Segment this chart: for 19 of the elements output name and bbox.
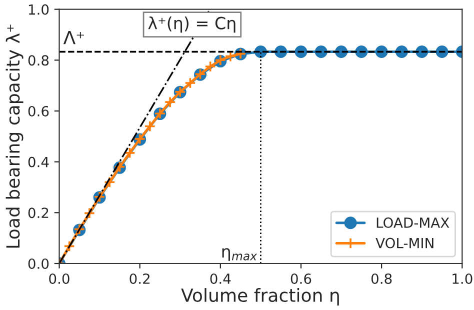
x-tick-label: 0.2 [130, 273, 150, 284]
ref-line-label: Λ⁺ [63, 31, 84, 44]
ref-line-label: η$_{max}$ [222, 248, 258, 261]
x-tick-label: 1.0 [452, 273, 472, 284]
x-axis-title: Volume fraction η [181, 288, 339, 306]
y-tick-label: 0.4 [28, 156, 49, 168]
legend-label: VOL-MIN [376, 238, 434, 248]
legend-label: LOAD-MAX [376, 217, 450, 228]
y-tick-label: 1.0 [28, 4, 49, 15]
y-axis-title: Load bearing capacity λ⁺ [6, 24, 24, 248]
y-tick-label: 0.8 [28, 55, 49, 66]
x-tick-label: 0.4 [210, 273, 231, 284]
x-tick-label: 0.8 [371, 273, 392, 284]
annotation: λ⁺(η) = Cη [148, 16, 236, 33]
x-tick-label: 0.0 [49, 273, 70, 284]
y-tick-label: 0.0 [28, 258, 49, 269]
y-tick-label: 0.6 [28, 106, 49, 116]
y-tick-label: 0.2 [28, 208, 48, 218]
x-tick-label: 0.6 [290, 273, 312, 284]
